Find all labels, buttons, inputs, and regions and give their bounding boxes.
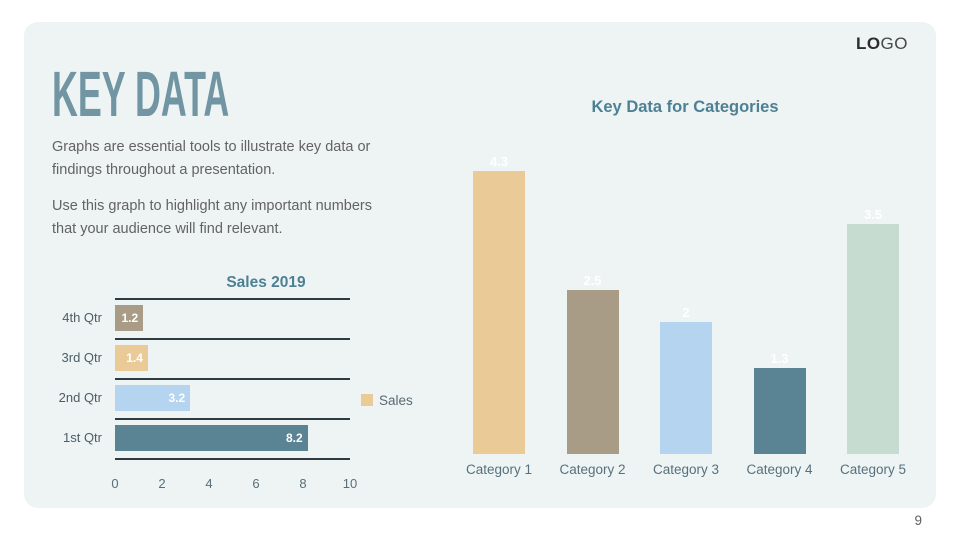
sales-chart-title: Sales 2019 [226,274,306,291]
category-axis-label-3rd-qtr: 3rd Qtr [61,350,102,365]
category-separator-line [115,458,350,460]
bar-value-label-4th-qtr: 1.2 [121,311,139,325]
category-axis-label-1st-qtr: 1st Qtr [62,430,102,445]
intro-paragraph-2: Use this graph to highlight any importan… [52,198,372,237]
bar-category-2 [566,289,619,454]
category-axis-label-category-1: Category 1 [465,462,533,477]
slide-card: LOGO KEY DATA Graphs are essential tools… [24,22,936,508]
bar-value-label-category-3: 2 [682,305,690,321]
bar-4th-qtr: 1.2 [115,305,144,331]
slide-title: KEY DATA [52,58,230,130]
category-axis-label-category-2: Category 2 [559,462,626,477]
category-separator-line [115,378,350,380]
category-axis-label-4th-qtr: 4th Qtr [62,310,102,325]
categories-chart-title: Key Data for Categories [591,98,779,116]
bar-category-3 [660,322,712,454]
intro-paragraph-1: Graphs are essential tools to illustrate… [52,139,371,178]
bar-1st-qtr: 8.2 [115,425,308,451]
sales-bar-chart: 1.2 1.4 3.2 8.2 [115,298,350,460]
bar-value-label-category-2: 2.5 [583,272,602,288]
category-axis-label-category-3: Category 3 [652,462,720,477]
category-separator-line [115,298,350,300]
sales-legend: Sales [361,392,413,410]
bar-value-label-2nd-qtr: 3.2 [168,391,186,405]
bar-category-5 [847,223,899,454]
bar-value-label-category-5: 3.5 [863,206,883,222]
bar-3rd-qtr: 1.4 [115,345,148,371]
x-tick-label-10: 10 [342,476,358,491]
legend-label: Sales [379,393,413,408]
bar-value-label-category-1: 4.3 [489,154,509,170]
bar-value-label-1st-qtr: 8.2 [286,431,303,445]
x-tick-label-4: 4 [205,476,213,491]
bar-category-4 [753,368,806,454]
categories-bar-chart: 4.3 Category 1 2.5 Category 2 2 Category 3 1.3… [449,154,923,492]
legend-swatch [361,394,373,406]
logo: LOGO [856,34,908,54]
page-number: 9 [914,513,922,528]
x-tick-label-2: 2 [158,476,166,491]
category-separator-line [115,418,350,420]
x-tick-label-8: 8 [299,476,307,491]
logo-text-bold: LO [855,34,881,53]
bar-2nd-qtr: 3.2 [115,385,191,411]
x-tick-label-0: 0 [111,476,119,491]
category-axis-label-2nd-qtr: 2nd Qtr [58,390,102,405]
category-separator-line [115,338,350,340]
bar-value-label-category-4: 1.3 [770,351,789,367]
x-tick-label-6: 6 [252,476,260,491]
category-axis-label-category-5: Category 5 [839,462,907,477]
category-axis-label-category-4: Category 4 [746,462,813,477]
bar-category-1 [473,171,525,454]
logo-text-light: GO [880,34,908,53]
bar-value-label-3rd-qtr: 1.4 [126,351,143,365]
